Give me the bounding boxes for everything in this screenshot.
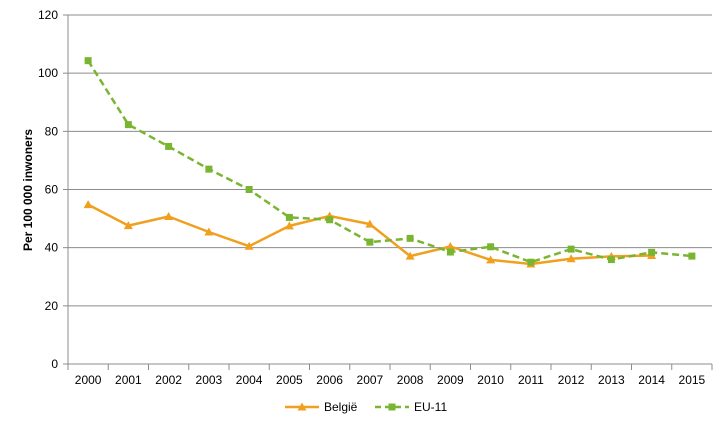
data-point [567, 245, 575, 253]
x-tick-label: 2005 [276, 373, 303, 387]
legend: België EU-11 [285, 400, 447, 414]
series-line [87, 60, 693, 264]
y-tick-label: 80 [45, 124, 59, 138]
y-tick-label: 20 [45, 299, 59, 313]
data-point [244, 241, 254, 250]
data-point [83, 200, 93, 209]
data-point [446, 248, 454, 256]
axes [63, 14, 713, 370]
x-tick-label: 2009 [437, 373, 464, 387]
y-tick-label: 120 [38, 8, 58, 22]
data-point [527, 258, 535, 266]
data-point [648, 248, 656, 256]
data-point [84, 57, 92, 65]
data-point [406, 234, 414, 242]
legend-marker [388, 403, 396, 411]
series-0 [83, 200, 657, 268]
data-point [205, 165, 213, 173]
data-point [445, 242, 455, 251]
data-point [204, 227, 214, 236]
x-tick-label: 2000 [75, 373, 102, 387]
data-point [326, 216, 334, 224]
legend-marker [297, 402, 307, 411]
x-tick-label: 2003 [196, 373, 223, 387]
data-point [366, 238, 374, 246]
gridlines [68, 14, 712, 307]
data-point [566, 254, 576, 263]
x-tick-label: 2006 [316, 373, 343, 387]
data-point [486, 255, 496, 264]
series-layer [83, 57, 696, 268]
data-point [124, 121, 132, 129]
x-tick-label: 2004 [236, 373, 263, 387]
y-tick-label: 0 [51, 357, 58, 371]
x-tick-label: 2002 [155, 373, 182, 387]
y-tick-label: 40 [45, 241, 59, 255]
y-tick-label: 100 [38, 66, 58, 80]
x-tick-label: 2013 [598, 373, 625, 387]
data-point [365, 219, 375, 228]
x-tick-label: 2007 [357, 373, 384, 387]
legend-label: België [324, 400, 358, 414]
data-point [165, 142, 173, 150]
y-axis-label: Per 100 000 inwoners [21, 129, 35, 251]
data-point [164, 212, 174, 221]
data-point [285, 213, 293, 221]
data-point [405, 251, 415, 260]
x-tick-label: 2011 [518, 373, 544, 387]
x-tick-label: 2014 [638, 373, 665, 387]
data-point [245, 186, 253, 193]
y-tick-labels: 0 20 40 60 80 100 120 [38, 8, 58, 371]
data-point [487, 243, 495, 251]
data-point [123, 221, 133, 230]
x-tick-label: 2010 [477, 373, 504, 387]
legend-label: EU-11 [414, 400, 447, 414]
data-point [688, 252, 696, 260]
y-tick-label: 60 [45, 183, 59, 197]
series-line [87, 203, 652, 266]
series-1 [84, 57, 696, 266]
x-tick-label: 2012 [558, 373, 585, 387]
x-tick-label: 2008 [397, 373, 424, 387]
legend-item: België [285, 400, 358, 414]
data-point [607, 256, 615, 264]
x-tick-label: 2001 [115, 373, 142, 387]
data-point [284, 221, 294, 230]
x-tick-labels: 2000 2001 2002 2003 2004 2005 2006 2007 2008 2009… [75, 373, 706, 387]
legend-item: EU-11 [375, 400, 447, 414]
x-tick-label: 2015 [679, 373, 706, 387]
